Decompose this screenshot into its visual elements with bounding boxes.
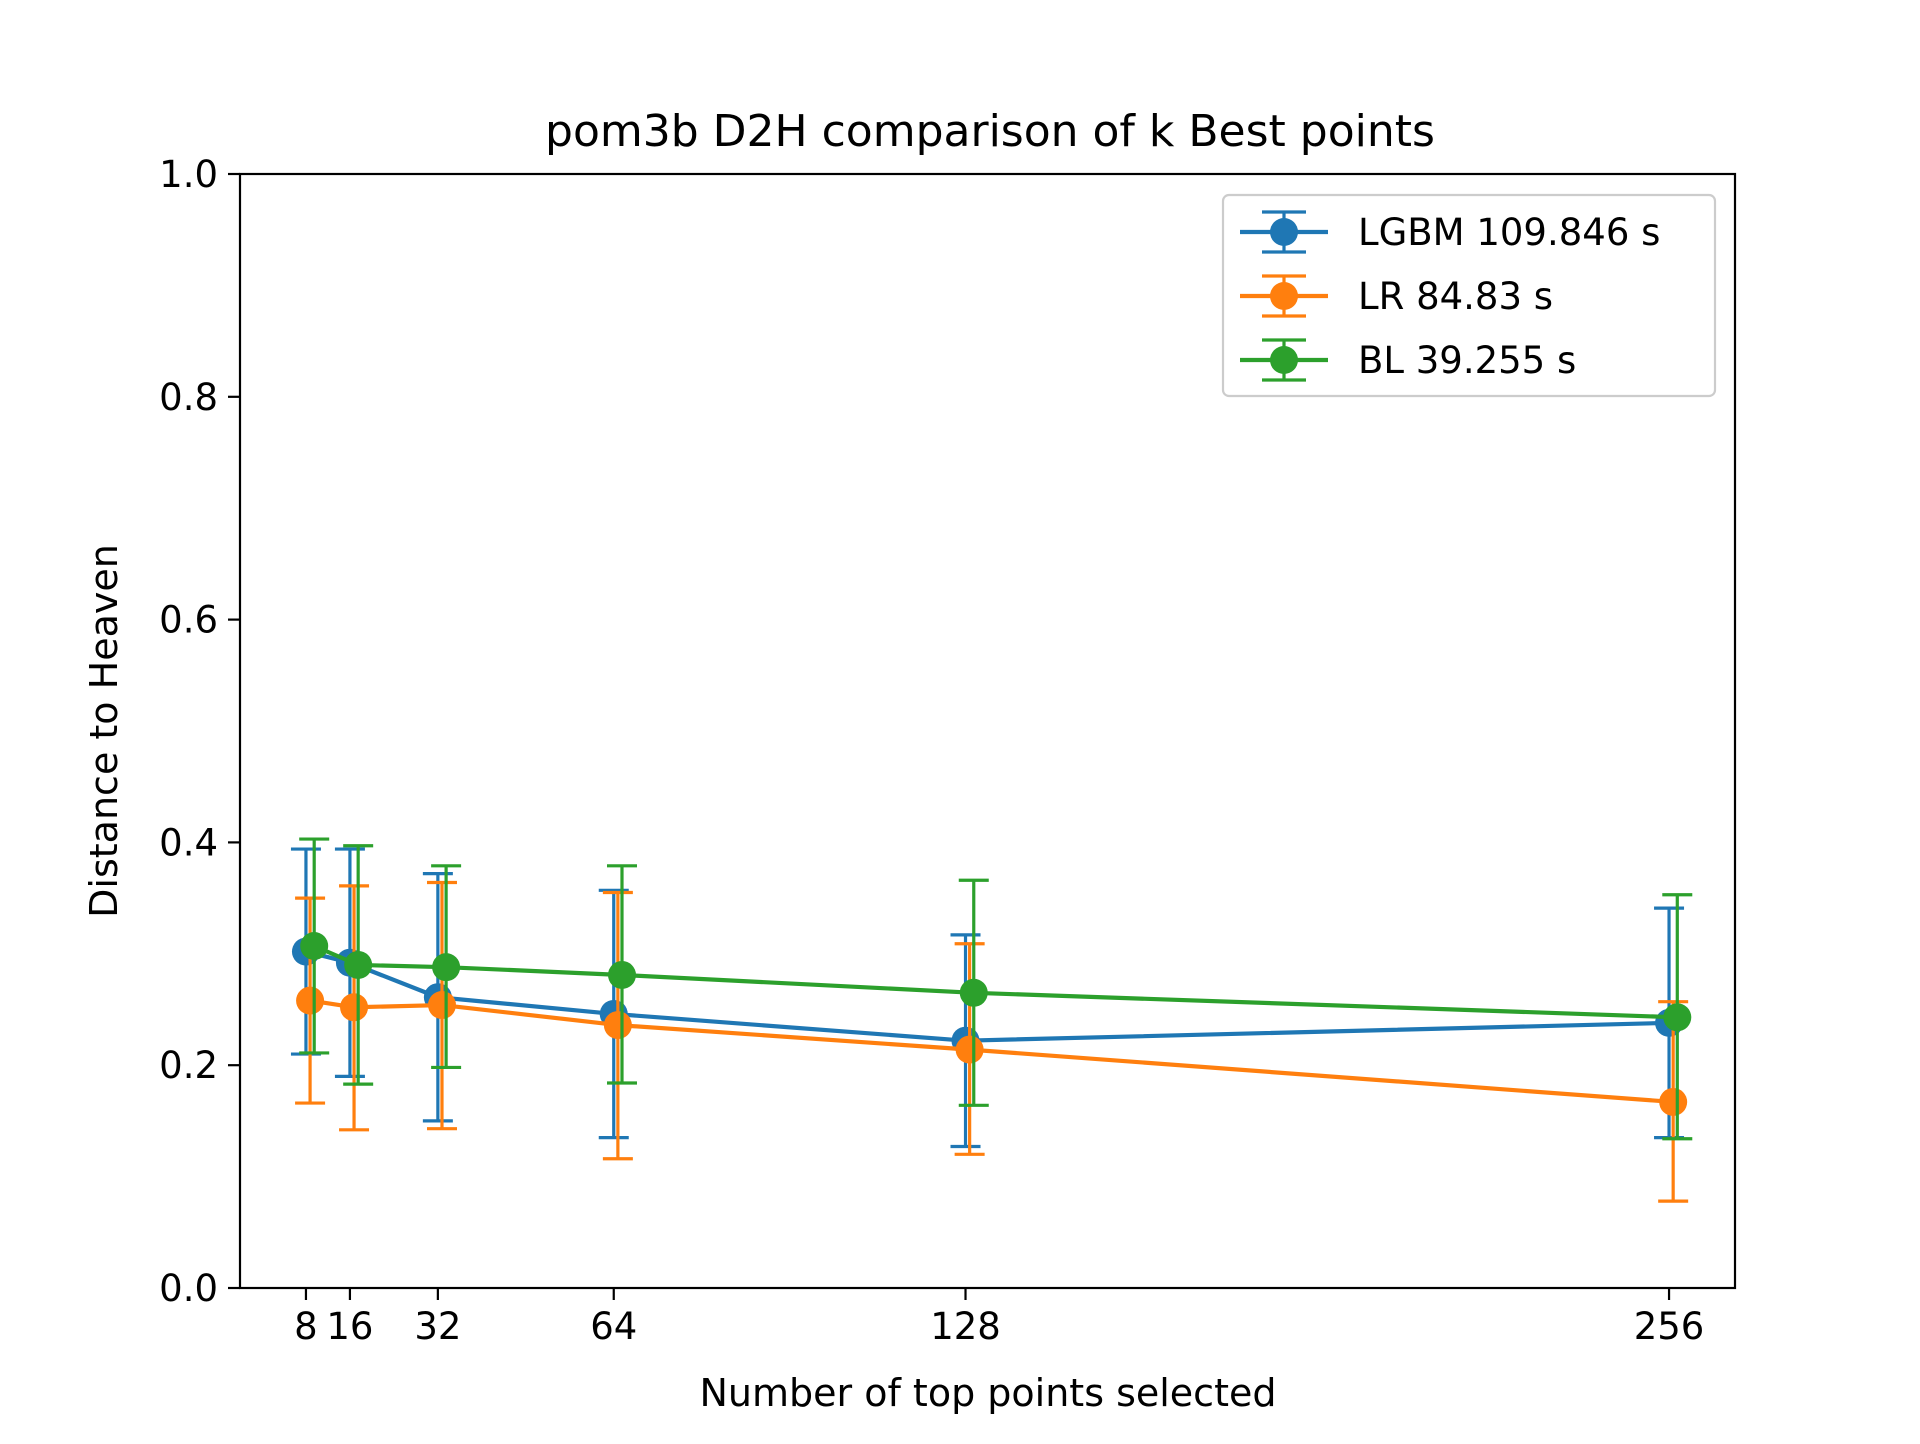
x-axis-label: Number of top points selected [700, 1371, 1277, 1415]
legend-label: LR 84.83 s [1358, 275, 1553, 318]
y-tick-label: 0.2 [159, 1044, 218, 1087]
data-point [603, 1011, 632, 1040]
y-tick-label: 0.0 [159, 1267, 218, 1310]
series-layer [290, 837, 1693, 1203]
y-axis-label: Distance to Heaven [82, 544, 126, 918]
y-tick-label: 0.8 [159, 376, 218, 419]
data-point [1663, 1003, 1692, 1032]
legend-item: LGBM 109.846 s [1240, 210, 1660, 254]
legend-label: BL 39.255 s [1358, 339, 1576, 382]
legend-item: LR 84.83 s [1240, 274, 1553, 318]
legend-marker [1270, 282, 1298, 310]
x-tick-label: 256 [1634, 1305, 1705, 1348]
x-tick-label: 64 [590, 1305, 637, 1348]
data-point [296, 986, 325, 1015]
x-tick-label: 128 [930, 1305, 1001, 1348]
data-point [955, 1035, 984, 1064]
x-tick-label: 16 [326, 1305, 373, 1348]
data-point [959, 978, 988, 1007]
x-tick-label: 32 [414, 1305, 461, 1348]
data-point [340, 993, 369, 1022]
legend-box [1221, 193, 1717, 398]
series-2 [295, 880, 1689, 1203]
legend-item: BL 39.255 s [1240, 338, 1576, 382]
x-axis: 8 16 32 64 128 256 [294, 1288, 1704, 1348]
y-tick-label: 0.4 [159, 821, 218, 864]
y-tick-label: 0.6 [159, 599, 218, 642]
legend-marker [1270, 218, 1298, 246]
data-point [1659, 1087, 1688, 1116]
y-axis: 0.0 0.2 0.4 0.6 0.8 1.0 [159, 153, 240, 1310]
data-point [300, 932, 329, 961]
data-point [427, 991, 456, 1020]
legend-label: LGBM 109.846 s [1358, 211, 1660, 254]
legend-marker [1270, 346, 1298, 374]
series-3 [299, 837, 1693, 1141]
chart-title: pom3b D2H comparison of k Best points [545, 106, 1435, 157]
legend: LGBM 109.846 s LR 84.83 s BL 39.255 s [1221, 193, 1717, 398]
legend-items: LGBM 109.846 s LR 84.83 s BL 39.255 s [1240, 210, 1660, 382]
x-tick-label: 8 [294, 1305, 318, 1348]
data-point [432, 953, 461, 982]
data-point [344, 950, 373, 979]
y-tick-label: 1.0 [159, 153, 218, 196]
data-point [607, 960, 636, 989]
